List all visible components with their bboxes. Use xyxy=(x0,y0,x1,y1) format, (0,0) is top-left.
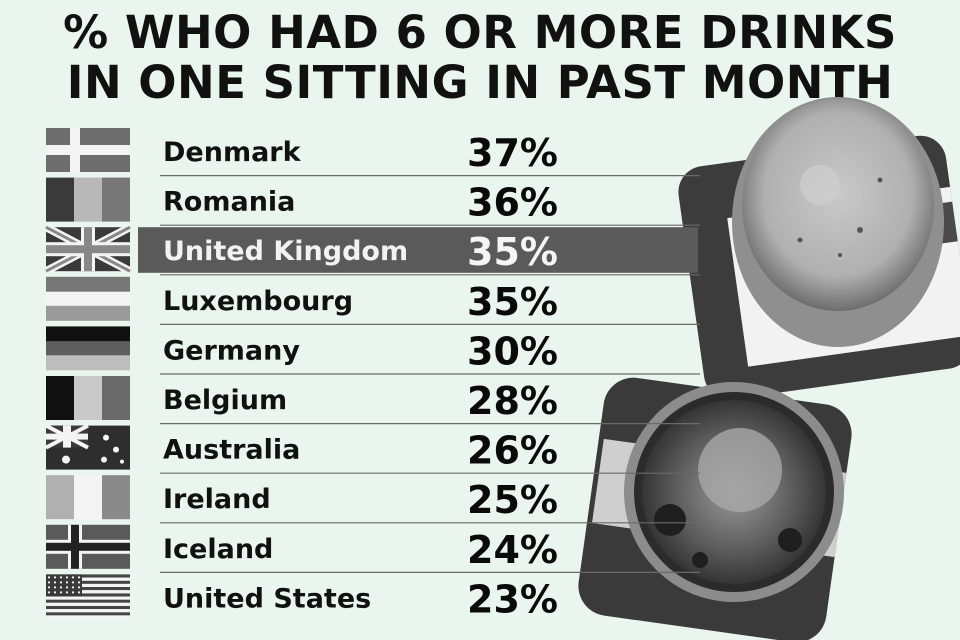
country-label: Germany xyxy=(163,335,300,366)
table-row: Ireland 25% xyxy=(46,475,700,524)
united-kingdom-flag-icon xyxy=(44,223,132,275)
table-row: United States 23% xyxy=(46,574,558,621)
germany-flag-icon xyxy=(46,326,130,371)
country-label: United States xyxy=(163,583,371,614)
country-label: United Kingdom xyxy=(163,236,408,267)
country-label: Romania xyxy=(163,187,295,218)
highlight-band xyxy=(138,227,698,273)
country-label: Belgium xyxy=(163,385,287,416)
australia-flag-icon xyxy=(45,423,130,470)
country-label: Iceland xyxy=(163,534,273,565)
value-label: 25% xyxy=(467,478,558,522)
table-row: Germany 30% xyxy=(46,326,700,375)
country-label: Ireland xyxy=(163,484,271,515)
value-label: 28% xyxy=(467,379,558,423)
value-label: 30% xyxy=(467,329,558,373)
value-label: 23% xyxy=(467,577,558,621)
denmark-flag-icon xyxy=(46,128,130,172)
value-label: 37% xyxy=(467,131,558,175)
beer-glass-on-coaster-top xyxy=(678,97,960,400)
country-label: Denmark xyxy=(163,137,302,168)
value-label: 36% xyxy=(467,181,558,225)
romania-flag-icon xyxy=(46,177,130,222)
table-row: Denmark 37% xyxy=(46,128,700,177)
iceland-flag-icon xyxy=(46,524,130,569)
ireland-flag-icon xyxy=(46,475,130,520)
value-label: 26% xyxy=(467,429,558,473)
country-label: Luxembourg xyxy=(163,286,353,317)
value-label: 24% xyxy=(467,528,558,572)
value-label: 35% xyxy=(467,230,558,274)
table-row: Belgium 28% xyxy=(46,376,700,425)
title-line-2: IN ONE SITTING IN PAST MONTH xyxy=(66,56,894,109)
chart-title: % WHO HAD 6 OR MORE DRINKS IN ONE SITTIN… xyxy=(0,8,960,108)
united-states-flag-icon xyxy=(46,574,130,619)
table-row: Iceland 24% xyxy=(46,524,700,574)
data-table: Denmark 37%Romania 36%United Kingdom 35%Lux… xyxy=(44,128,700,621)
value-label: 35% xyxy=(467,280,558,324)
title-line-1: % WHO HAD 6 OR MORE DRINKS xyxy=(63,6,897,59)
country-label: Australia xyxy=(163,435,300,466)
table-row: Australia 26% xyxy=(45,423,700,474)
luxembourg-flag-icon xyxy=(46,276,130,321)
table-row: Luxembourg 35% xyxy=(46,276,700,325)
table-row: Romania 36% xyxy=(46,177,700,226)
table-row: United Kingdom 35% xyxy=(44,223,700,276)
belgium-flag-icon xyxy=(46,376,130,420)
beer-glass-on-coaster-bottom xyxy=(578,377,852,640)
